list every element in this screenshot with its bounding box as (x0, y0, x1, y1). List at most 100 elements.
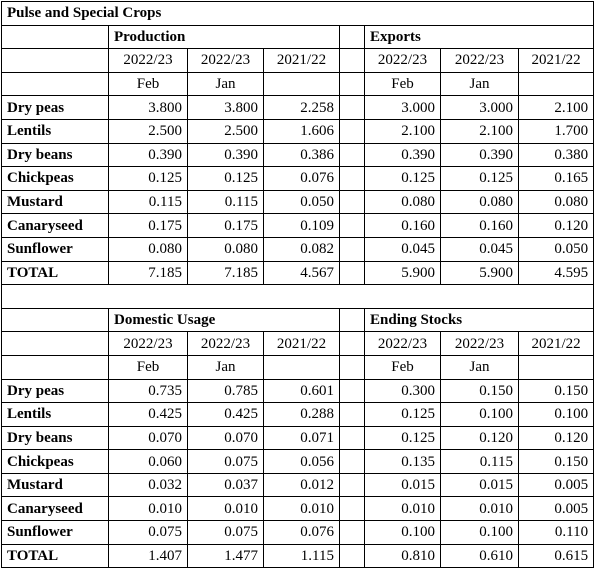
crop-row: Chickpeas 0.125 0.125 0.076 0.125 0.125 0.165 (1, 166, 595, 191)
divider-cell (339, 213, 365, 238)
value-cell: 0.075 (108, 520, 188, 545)
section-heading-row: Production Exports (1, 24, 595, 50)
corner-cell (1, 48, 109, 73)
value-cell: 0.120 (517, 213, 595, 238)
value-cell: 0.010 (440, 496, 519, 522)
month-header: Feb (108, 354, 188, 380)
value-cell: 0.120 (440, 425, 519, 451)
value-cell: 0.012 (263, 472, 340, 498)
value-cell: 2.100 (440, 118, 519, 144)
value-cell: 0.075 (187, 449, 264, 474)
crop-label: Mustard (1, 472, 109, 498)
value-cell: 0.010 (263, 496, 340, 522)
crop-row: Mustard 0.032 0.037 0.012 0.015 0.015 0.005 (1, 472, 595, 498)
crop-row: TOTAL 1.407 1.477 1.115 0.810 0.610 0.615 (1, 543, 595, 569)
value-cell: 2.500 (108, 118, 188, 144)
divider-cell (339, 236, 365, 262)
value-cell: 0.032 (108, 472, 188, 498)
value-cell: 0.100 (440, 402, 519, 427)
value-cell: 0.615 (517, 543, 595, 569)
value-cell: 0.390 (108, 142, 188, 168)
value-cell: 0.015 (440, 472, 519, 498)
divider-cell (339, 449, 365, 474)
value-cell: 0.425 (108, 402, 188, 427)
crop-row: Chickpeas 0.060 0.075 0.056 0.135 0.115 0.150 (1, 449, 595, 474)
value-cell: 0.810 (364, 543, 441, 569)
value-cell: 0.115 (440, 449, 519, 474)
value-cell: 0.150 (440, 378, 519, 404)
value-cell: 0.610 (440, 543, 519, 569)
value-cell: 0.100 (440, 520, 519, 545)
value-cell: 3.800 (187, 95, 264, 120)
month-header: Jan (440, 71, 519, 97)
value-cell: 0.075 (187, 520, 264, 545)
divider-cell (339, 48, 365, 73)
value-cell: 0.175 (187, 213, 264, 238)
value-cell: 0.005 (517, 472, 595, 498)
month-header: Jan (187, 71, 264, 97)
value-cell: 4.567 (263, 260, 340, 286)
value-cell: 0.160 (364, 213, 441, 238)
value-cell: 0.601 (263, 378, 340, 404)
year-header: 2022/23 (440, 48, 519, 73)
crop-label: Lentils (1, 118, 109, 144)
crop-row: Sunflower 0.080 0.080 0.082 0.045 0.045 0.050 (1, 236, 595, 262)
month-header-row: Feb Jan Feb Jan (1, 71, 595, 97)
crop-label: Mustard (1, 189, 109, 215)
title-row: Pulse and Special Crops (0, 1, 595, 26)
value-cell: 0.076 (263, 166, 340, 191)
value-cell: 0.060 (108, 449, 188, 474)
crop-row: TOTAL 7.185 7.185 4.567 5.900 5.900 4.595 (1, 260, 595, 286)
value-cell: 3.800 (108, 95, 188, 120)
crop-label: TOTAL (1, 260, 109, 286)
divider-cell (339, 354, 365, 380)
divider-cell (339, 142, 365, 168)
section-spacer-row (0, 284, 595, 309)
year-header: 2022/23 (108, 48, 188, 73)
value-cell: 3.000 (440, 95, 519, 120)
crop-label: Dry peas (1, 95, 109, 120)
corner-cell (1, 307, 109, 333)
section-heading-row: Domestic Usage Ending Stocks (1, 307, 595, 333)
value-cell: 0.037 (187, 472, 264, 498)
divider-cell (339, 307, 365, 333)
value-cell: 0.110 (517, 520, 595, 545)
month-header (263, 354, 340, 380)
divider-cell (339, 118, 365, 144)
month-header: Jan (187, 354, 264, 380)
month-header (517, 354, 595, 380)
value-cell: 0.390 (364, 142, 441, 168)
value-cell: 0.135 (364, 449, 441, 474)
month-header: Feb (364, 71, 441, 97)
value-cell: 1.407 (108, 543, 188, 569)
divider-cell (339, 331, 365, 356)
value-cell: 0.080 (440, 189, 519, 215)
corner-cell (1, 354, 109, 380)
value-cell: 0.010 (108, 496, 188, 522)
divider-cell (339, 24, 365, 50)
divider-cell (339, 95, 365, 120)
value-cell: 0.070 (108, 425, 188, 451)
crop-label: Sunflower (1, 236, 109, 262)
crop-row: Dry peas 3.800 3.800 2.258 3.000 3.000 2.100 (1, 95, 595, 120)
year-header: 2021/22 (517, 331, 595, 356)
value-cell: 0.735 (108, 378, 188, 404)
crop-label: Lentils (1, 402, 109, 427)
crop-label: Chickpeas (1, 166, 109, 191)
spacer-cell (0, 284, 595, 309)
value-cell: 0.386 (263, 142, 340, 168)
value-cell: 0.100 (517, 402, 595, 427)
crop-row: Canaryseed 0.010 0.010 0.010 0.010 0.010 0.005 (1, 496, 595, 522)
value-cell: 0.100 (364, 520, 441, 545)
crop-row: Dry beans 0.070 0.070 0.071 0.125 0.120 0.120 (1, 425, 595, 451)
crop-row: Lentils 0.425 0.425 0.288 0.125 0.100 0.100 (1, 402, 595, 427)
value-cell: 0.045 (364, 236, 441, 262)
right-section-heading: Exports (363, 24, 595, 50)
value-cell: 0.082 (263, 236, 340, 262)
value-cell: 0.050 (517, 236, 595, 262)
value-cell: 0.071 (263, 425, 340, 451)
value-cell: 0.125 (364, 425, 441, 451)
value-cell: 0.080 (108, 236, 188, 262)
divider-cell (339, 166, 365, 191)
value-cell: 1.115 (263, 543, 340, 569)
